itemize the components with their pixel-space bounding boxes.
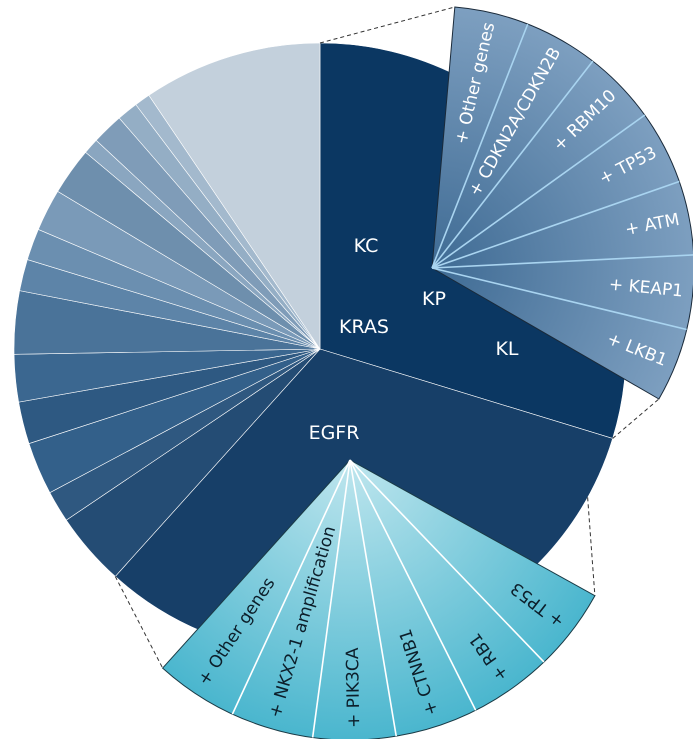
kras-detail-divider: [431, 60, 594, 269]
kras-detail-divider: [431, 180, 680, 269]
kras-label: KRAS: [339, 316, 389, 338]
kras-detail-divider: [431, 23, 529, 269]
egfr-detail-divider: [349, 459, 477, 711]
kras-detail-wedge: + Other genes+ CDKN2A/CDKN2B+ RBM10+ TP5…: [431, 6, 693, 400]
kras-detail-divider: [431, 114, 646, 269]
leader-line: [612, 398, 660, 439]
kl-label: KL: [495, 338, 518, 360]
kras-detail-background: [431, 6, 693, 400]
kc-label: KC: [354, 235, 379, 257]
egfr-detail-divider: [349, 459, 397, 737]
leader-line: [587, 497, 596, 596]
kras-detail-divider: [431, 267, 687, 331]
egfr-detail-divider: [231, 459, 351, 715]
leader-line: [114, 576, 164, 669]
leader-lines: [114, 6, 660, 669]
pie-slice-16: [148, 42, 321, 350]
leader-line: [319, 6, 455, 44]
egfr-comutation-label: + PIK3CA: [343, 647, 364, 728]
kp-label: KP: [422, 288, 446, 310]
kras-detail-divider: [431, 254, 693, 269]
egfr-detail-divider: [311, 459, 351, 738]
egfr-detail-divider: [349, 459, 545, 663]
pie-slices: [13, 42, 627, 656]
main-labels: KRAS EGFR KC KP KL: [309, 235, 519, 444]
egfr-label: EGFR: [309, 422, 360, 444]
egfr-detail-wedge: + Other genes+ NKX2-1 amplification + PIK…: [161, 459, 596, 739]
